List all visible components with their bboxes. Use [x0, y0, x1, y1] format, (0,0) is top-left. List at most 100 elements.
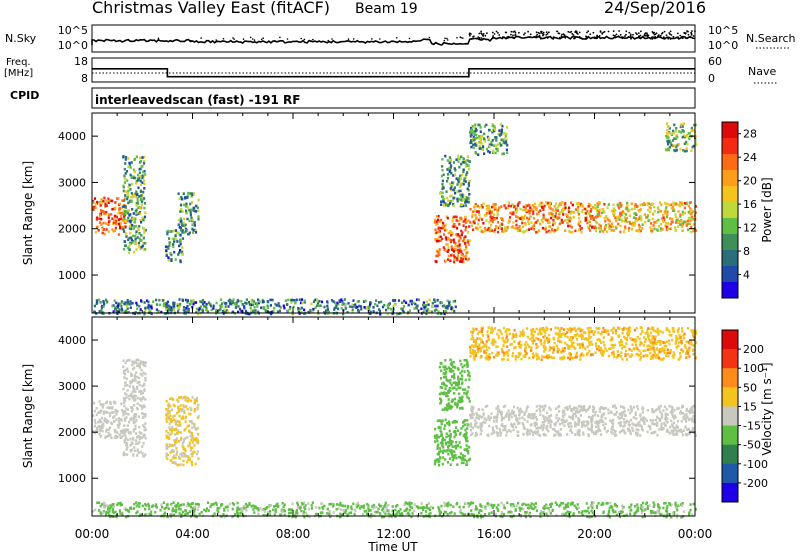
velocity-cell	[173, 418, 176, 421]
power-cell	[295, 298, 298, 302]
power-cell	[354, 303, 357, 306]
velocity-cell	[673, 428, 676, 432]
power-cell	[134, 220, 137, 223]
nsearch-dot	[514, 31, 517, 34]
velocity-cell	[482, 345, 485, 348]
power-cell	[101, 231, 104, 235]
velocity-cell	[636, 347, 639, 351]
power-cell	[512, 226, 516, 230]
power-cell	[127, 189, 130, 193]
power-colorbar-swatch	[722, 170, 738, 187]
velocity-cell	[441, 419, 444, 422]
power-cell	[527, 220, 530, 223]
velocity-cell	[144, 413, 147, 416]
power-cell	[372, 310, 375, 313]
velocity-cell	[460, 363, 463, 366]
velocity-cell	[613, 413, 616, 416]
power-cell	[445, 310, 448, 313]
power-cell	[465, 247, 468, 251]
velocity-cell	[687, 410, 690, 413]
velocity-cell	[186, 460, 189, 464]
velocity-cell	[92, 430, 95, 433]
velocity-cell	[440, 400, 443, 404]
velocity-cell	[172, 444, 175, 447]
power-cell	[455, 248, 458, 252]
power-cell	[507, 219, 511, 222]
velocity-cell	[99, 427, 102, 430]
power-cell	[578, 228, 581, 231]
velocity-cell	[617, 415, 620, 419]
velocity-cell	[667, 351, 670, 355]
velocity-cell	[139, 431, 142, 435]
velocity-cell	[572, 406, 576, 409]
velocity-cell	[138, 380, 141, 384]
velocity-cell	[122, 387, 125, 391]
nsearch-dot	[480, 30, 482, 33]
velocity-cell	[436, 434, 439, 437]
power-cell	[269, 304, 272, 307]
velocity-cell	[448, 423, 451, 427]
power-cell	[409, 299, 412, 303]
power-cell	[448, 231, 452, 234]
velocity-cell	[451, 364, 454, 367]
power-cell	[128, 236, 131, 240]
power-cell	[234, 306, 237, 309]
velocity-cell	[637, 428, 640, 432]
power-cell	[605, 214, 608, 218]
nsearch-dot	[528, 36, 531, 39]
velocity-cell	[538, 434, 542, 437]
power-cell	[634, 217, 638, 220]
velocity-cell	[620, 405, 623, 408]
power-cell	[427, 303, 430, 306]
power-cell	[441, 169, 444, 172]
nsearch-dot	[637, 32, 640, 34]
velocity-cell	[441, 462, 444, 466]
velocity-cell	[172, 428, 175, 431]
nsearch-dot	[233, 38, 235, 40]
velocity-cell	[486, 333, 489, 337]
nsearch-dot	[310, 40, 312, 42]
power-cell	[472, 130, 475, 133]
nsearch-dot	[687, 36, 689, 39]
power-cell	[105, 199, 109, 202]
nsearch-dot	[491, 36, 494, 39]
power-cell	[290, 299, 293, 302]
power-cell	[534, 207, 538, 211]
velocity-cell	[122, 429, 125, 432]
velocity-cell	[680, 412, 683, 415]
nsearch-dot	[681, 35, 683, 38]
velocity-cell	[479, 356, 482, 359]
power-colorbar-swatch	[722, 282, 738, 299]
nsearch-dot	[630, 37, 632, 40]
power-cell	[235, 303, 239, 306]
nsearch-dot	[546, 37, 549, 39]
velocity-cell	[554, 326, 557, 330]
nsearch-dot	[592, 31, 595, 34]
velocity-cell	[173, 439, 176, 442]
velocity-cell	[132, 428, 135, 431]
velocity-cell	[632, 423, 635, 427]
power-cell	[534, 202, 537, 206]
power-cell	[602, 207, 605, 211]
nsearch-dot	[428, 36, 431, 39]
power-cell	[191, 231, 194, 234]
power-cell	[467, 182, 470, 185]
velocity-cell	[466, 427, 469, 430]
velocity-cell	[173, 414, 176, 418]
velocity-cell	[451, 458, 454, 462]
velocity-cell	[183, 396, 186, 399]
velocity-cell	[169, 428, 172, 432]
power-cell	[369, 303, 372, 306]
power-cell	[504, 227, 507, 231]
velocity-cell	[513, 414, 516, 417]
power-cell	[181, 210, 184, 213]
velocity-cell	[131, 442, 134, 446]
power-cell	[133, 250, 136, 254]
power-cell	[172, 229, 176, 233]
velocity-cell	[131, 363, 134, 367]
power-cell	[454, 242, 457, 245]
velocity-cell	[533, 424, 536, 427]
nsearch-dot	[687, 33, 690, 36]
velocity-cell	[129, 444, 132, 447]
velocity-cell	[570, 407, 574, 411]
